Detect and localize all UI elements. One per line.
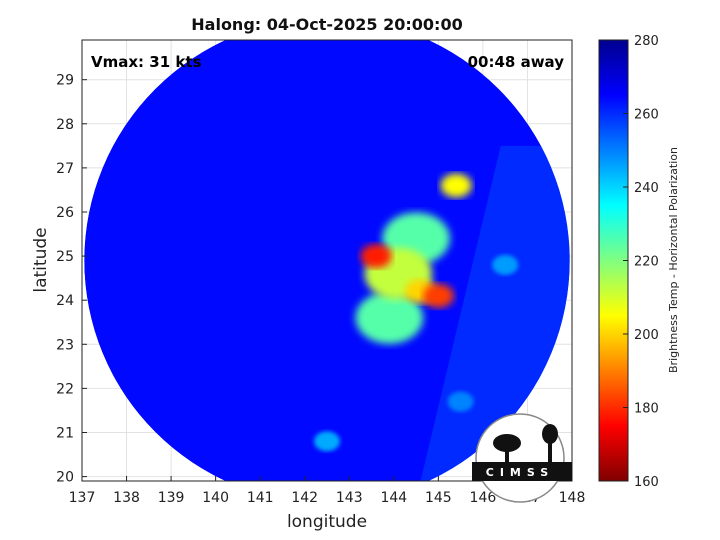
y-tick-label: 22 <box>56 381 74 397</box>
colorbar-tick-label: 240 <box>634 181 659 196</box>
colorbar-tick-label: 280 <box>634 34 659 49</box>
x-tick-label: 146 <box>470 490 497 506</box>
y-tick-label: 21 <box>56 425 74 441</box>
logo-tower <box>548 440 552 462</box>
cloud-feature <box>422 283 454 308</box>
cloud-feature <box>440 173 472 198</box>
y-tick-label: 20 <box>56 470 74 486</box>
colorbar-tick-label: 160 <box>634 475 659 490</box>
x-tick-label: 140 <box>202 490 229 506</box>
colorbar-tick-label: 180 <box>634 402 659 417</box>
y-tick-label: 25 <box>56 249 74 265</box>
plot-frame <box>81 39 573 482</box>
convection-features <box>314 173 519 452</box>
chart-title: Halong: 04-Oct-2025 20:00:00 <box>191 15 462 34</box>
x-tick-label: 137 <box>69 490 96 506</box>
y-axis-label: latitude <box>31 227 51 292</box>
cloud-feature <box>447 391 474 412</box>
logo-dish <box>493 434 521 452</box>
colorbar-ticks: 160 180 200 220 240 260 280 <box>623 34 659 490</box>
y-tick-label: 26 <box>56 205 74 221</box>
logo-banner <box>472 462 572 481</box>
logo-dish-stand <box>505 446 509 462</box>
logo-text: CIMSS <box>486 466 554 479</box>
y-tick-label: 29 <box>56 73 74 89</box>
x-tick-label: 138 <box>113 490 140 506</box>
x-tick-label: 139 <box>158 490 185 506</box>
cloud-feature <box>355 291 424 344</box>
x-axis-label: longitude <box>287 512 367 532</box>
y-tick-label: 28 <box>56 117 74 133</box>
cloud-feature <box>492 254 519 275</box>
colorbar-tick-label: 260 <box>634 108 659 123</box>
y-tick-label: 27 <box>56 161 74 177</box>
x-tick-label: 148 <box>559 490 586 506</box>
y-tick-label: 23 <box>56 337 74 353</box>
x-tick-label: 143 <box>336 490 363 506</box>
cloud-feature <box>360 244 392 269</box>
x-tick-label: 145 <box>425 490 452 506</box>
cimss-logo: CIMSS <box>472 413 572 503</box>
colorbar-tick-label: 200 <box>634 328 659 343</box>
x-tick-label: 142 <box>291 490 318 506</box>
time-away-label: 00:48 away <box>468 53 565 71</box>
y-tick-label: 24 <box>56 293 74 309</box>
x-tick-label: 141 <box>247 490 274 506</box>
colorbar-label: Brightness Temp - Horizontal Polarizatio… <box>667 147 680 373</box>
colorbar-tick-label: 220 <box>634 255 659 270</box>
logo-tower-tank <box>542 424 558 444</box>
cloud-feature <box>314 431 340 452</box>
swath-background <box>84 40 570 481</box>
x-tick-label: 144 <box>380 490 407 506</box>
vmax-label: Vmax: 31 kts <box>91 53 201 71</box>
